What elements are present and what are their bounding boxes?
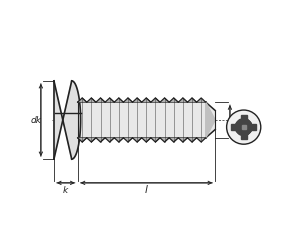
- Polygon shape: [242, 125, 246, 129]
- Text: d: d: [234, 115, 239, 125]
- Polygon shape: [87, 138, 96, 142]
- Polygon shape: [188, 138, 196, 142]
- Polygon shape: [96, 138, 105, 142]
- Polygon shape: [188, 98, 196, 102]
- Polygon shape: [236, 119, 251, 135]
- Polygon shape: [178, 138, 188, 142]
- Polygon shape: [160, 138, 169, 142]
- Polygon shape: [78, 98, 87, 102]
- Polygon shape: [54, 81, 81, 159]
- Text: k: k: [63, 186, 68, 195]
- Polygon shape: [96, 98, 105, 102]
- Polygon shape: [178, 98, 188, 102]
- Polygon shape: [142, 98, 151, 102]
- Polygon shape: [78, 102, 215, 138]
- Polygon shape: [151, 98, 160, 102]
- Polygon shape: [169, 98, 178, 102]
- Polygon shape: [231, 124, 256, 130]
- Polygon shape: [133, 138, 142, 142]
- Polygon shape: [87, 98, 96, 102]
- Polygon shape: [142, 138, 151, 142]
- Polygon shape: [160, 98, 169, 102]
- Polygon shape: [206, 102, 215, 138]
- Polygon shape: [169, 138, 178, 142]
- Polygon shape: [236, 119, 251, 135]
- Polygon shape: [151, 138, 160, 142]
- Polygon shape: [105, 98, 114, 102]
- Polygon shape: [114, 98, 123, 102]
- Circle shape: [235, 119, 252, 136]
- Polygon shape: [114, 138, 123, 142]
- Polygon shape: [196, 98, 206, 102]
- Polygon shape: [241, 115, 247, 139]
- Polygon shape: [133, 98, 142, 102]
- Polygon shape: [123, 98, 133, 102]
- Text: dk: dk: [30, 115, 41, 125]
- Text: l: l: [145, 186, 148, 195]
- Polygon shape: [196, 138, 206, 142]
- Polygon shape: [105, 138, 114, 142]
- Polygon shape: [123, 138, 133, 142]
- Polygon shape: [78, 138, 87, 142]
- Circle shape: [226, 110, 261, 144]
